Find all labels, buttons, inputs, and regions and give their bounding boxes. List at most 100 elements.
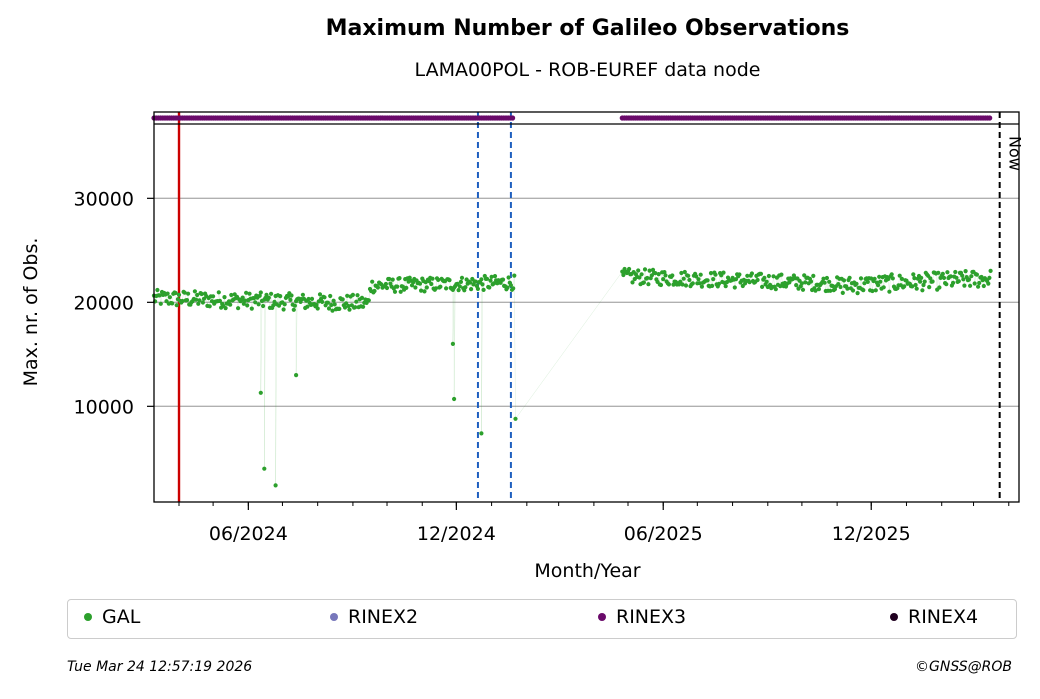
gal-point <box>242 298 247 303</box>
gal-point <box>662 270 667 275</box>
gal-point <box>281 307 286 312</box>
gal-point <box>723 284 728 289</box>
gal-point <box>411 280 416 285</box>
gal-point <box>749 271 755 276</box>
gal-point <box>325 300 330 305</box>
legend-marker-icon <box>598 613 606 621</box>
gal-point <box>737 272 742 277</box>
gal-point <box>353 305 358 310</box>
gal-point <box>222 295 227 300</box>
gal-point <box>211 294 216 299</box>
gal-point <box>690 281 695 286</box>
gal-point <box>961 277 966 282</box>
gal-point <box>228 302 233 307</box>
grid-lines <box>154 197 1019 407</box>
gal-point <box>865 279 870 284</box>
gal-point <box>226 299 232 304</box>
gal-point <box>197 298 202 303</box>
gal-point <box>488 278 493 283</box>
gal-point <box>322 295 327 300</box>
gal-point <box>256 302 261 307</box>
gal-point <box>247 291 252 296</box>
gal-point <box>981 283 986 289</box>
gal-point <box>927 285 932 290</box>
gal-point <box>841 278 847 283</box>
gal-point <box>647 268 652 273</box>
gal-point <box>922 279 927 284</box>
y-tick-label: 30000 <box>74 188 134 210</box>
gal-point <box>936 270 941 275</box>
gal-point <box>430 276 435 281</box>
gal-point <box>870 288 875 294</box>
gal-point <box>314 302 319 307</box>
gal-point <box>637 275 642 280</box>
gal-point <box>889 272 894 277</box>
gal-point <box>424 285 429 290</box>
gal-point <box>158 301 163 306</box>
gal-point <box>332 302 337 307</box>
gal-point <box>473 279 478 284</box>
gal-point <box>811 273 816 278</box>
legend-item-rinex2: RINEX2 <box>330 606 418 628</box>
gal-point <box>288 297 293 302</box>
gal-point <box>944 282 949 287</box>
gal-point <box>340 297 345 302</box>
gal-point <box>877 274 882 279</box>
y-tick-label: 20000 <box>74 292 134 314</box>
gal-point <box>475 286 480 291</box>
gal-point <box>174 303 179 308</box>
legend-marker-icon <box>890 613 898 621</box>
gal-point <box>244 290 249 295</box>
gal-point <box>282 302 287 307</box>
gal-point <box>276 303 282 308</box>
gal-point <box>245 303 250 308</box>
gal-point <box>395 284 400 289</box>
gal-point <box>979 274 984 280</box>
gal-point <box>309 296 315 301</box>
gal-point <box>157 293 162 298</box>
gal-point <box>639 272 644 277</box>
gal-point <box>681 276 686 281</box>
gal-point <box>195 292 200 298</box>
gal-point <box>711 277 716 282</box>
gal-point <box>694 274 699 279</box>
gal-series <box>151 266 993 488</box>
gal-point <box>375 285 380 290</box>
gal-point <box>199 291 204 297</box>
gal-point <box>710 283 715 288</box>
gal-point <box>771 274 776 279</box>
legend-marker-icon <box>330 613 338 621</box>
gal-point <box>329 302 334 308</box>
gal-point <box>930 279 935 284</box>
gal-point <box>876 283 881 288</box>
legend-item-rinex4: RINEX4 <box>890 606 978 628</box>
gal-point <box>661 277 666 282</box>
gal-point <box>438 284 443 289</box>
gal-point <box>479 277 484 282</box>
gal-point <box>653 271 658 276</box>
gal-point <box>850 288 856 293</box>
gal-point <box>830 283 835 289</box>
gal-point <box>463 285 468 290</box>
gal-point <box>828 288 833 293</box>
gal-point <box>315 306 320 311</box>
gal-point <box>912 276 917 281</box>
gal-point <box>294 373 299 378</box>
gal-point <box>799 281 805 286</box>
gal-point <box>988 268 993 273</box>
gal-point <box>366 298 371 303</box>
gal-point <box>433 286 438 291</box>
gal-point <box>200 300 205 305</box>
gal-point <box>317 292 323 297</box>
gal-point <box>342 305 348 310</box>
gal-point <box>176 292 182 297</box>
gal-point <box>721 270 726 275</box>
gal-point <box>954 275 959 280</box>
gal-point <box>184 298 190 303</box>
legend-label: RINEX3 <box>616 606 687 628</box>
gal-point <box>696 277 701 282</box>
gal-point <box>766 273 772 279</box>
gal-point <box>646 282 651 287</box>
gal-point <box>663 273 668 278</box>
gal-point <box>300 292 305 297</box>
